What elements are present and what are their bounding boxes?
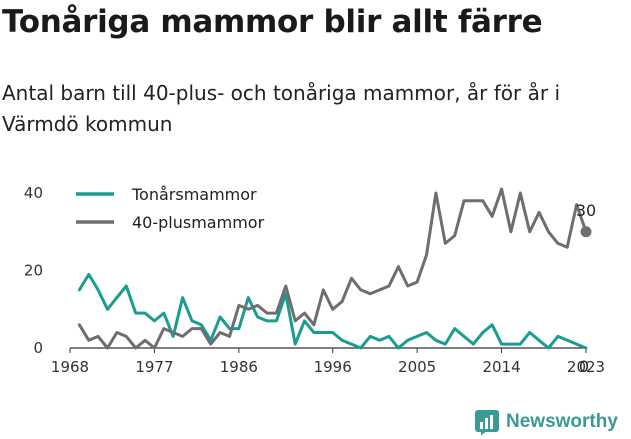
y-tick-label: 0	[33, 339, 43, 357]
x-tick-label: 1977	[135, 358, 173, 376]
series-line-40-plusmammor	[77, 187, 588, 350]
end-point-marker	[580, 226, 592, 238]
x-tick-label: 1996	[314, 358, 352, 376]
y-tick-label: 40	[24, 184, 43, 202]
page-title: Tonåriga mammor blir allt färre	[2, 4, 543, 40]
newsworthy-logo-icon	[475, 410, 499, 435]
legend-label: 40-plusmammor	[132, 213, 265, 232]
x-tick-label: 2005	[398, 358, 436, 376]
x-tick-label: 1986	[220, 358, 258, 376]
x-tick-label: 2014	[482, 358, 520, 376]
y-tick-label: 20	[24, 262, 43, 280]
x-tick-label: 2023	[567, 358, 605, 376]
brand-logo: Newsworthy	[474, 409, 618, 435]
page-subtitle: Antal barn till 40-plus- och tonåriga ma…	[2, 81, 561, 136]
chart-legend: Tonårsmammor 40-plusmammor	[76, 185, 265, 232]
legend-label: Tonårsmammor	[131, 185, 257, 204]
end-value-label: 0	[579, 357, 589, 376]
chart-axes: 0 20 40 1968 1977 1986 1996 2005 2014 2023	[24, 184, 605, 376]
chart-series	[77, 187, 588, 350]
series-line-tonarsmammor	[77, 272, 588, 350]
x-tick-label: 1968	[51, 358, 89, 376]
chart-end-labels: 30 0	[576, 201, 596, 376]
brand-name: Newsworthy	[506, 411, 618, 432]
end-value-label: 30	[576, 201, 596, 220]
